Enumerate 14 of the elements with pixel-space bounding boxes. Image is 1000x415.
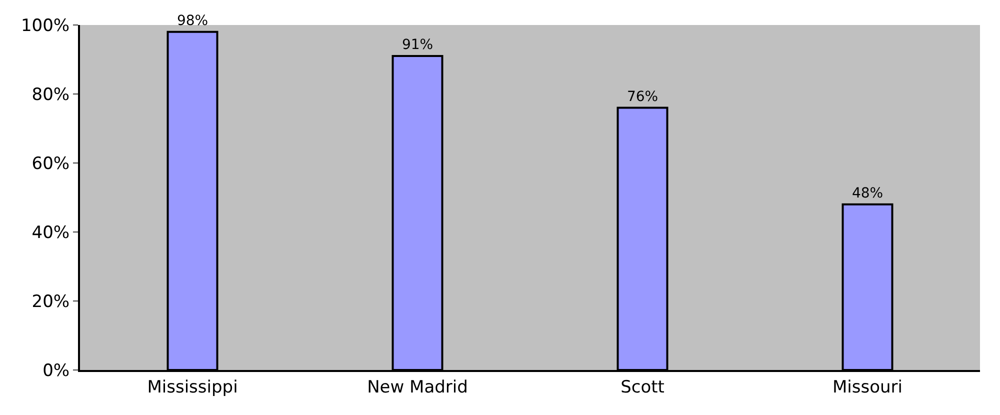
y-tick-label: 40% <box>32 222 70 243</box>
y-tick-label: 60% <box>32 154 70 174</box>
x-tick-label: Mississippi <box>147 377 238 398</box>
y-tick-label: 0% <box>42 360 70 381</box>
data-label: 76% <box>626 88 658 105</box>
y-tick-label: 20% <box>32 292 70 312</box>
data-label: 98% <box>176 12 208 29</box>
data-label: 48% <box>852 185 884 202</box>
x-tick-label: New Madrid <box>367 377 468 398</box>
y-tick-label: 100% <box>20 16 70 36</box>
x-tick-label: Scott <box>620 377 665 398</box>
x-tick-label: Missouri <box>832 377 902 398</box>
y-tick-label: 80% <box>32 84 70 105</box>
data-label: 91% <box>402 37 434 54</box>
